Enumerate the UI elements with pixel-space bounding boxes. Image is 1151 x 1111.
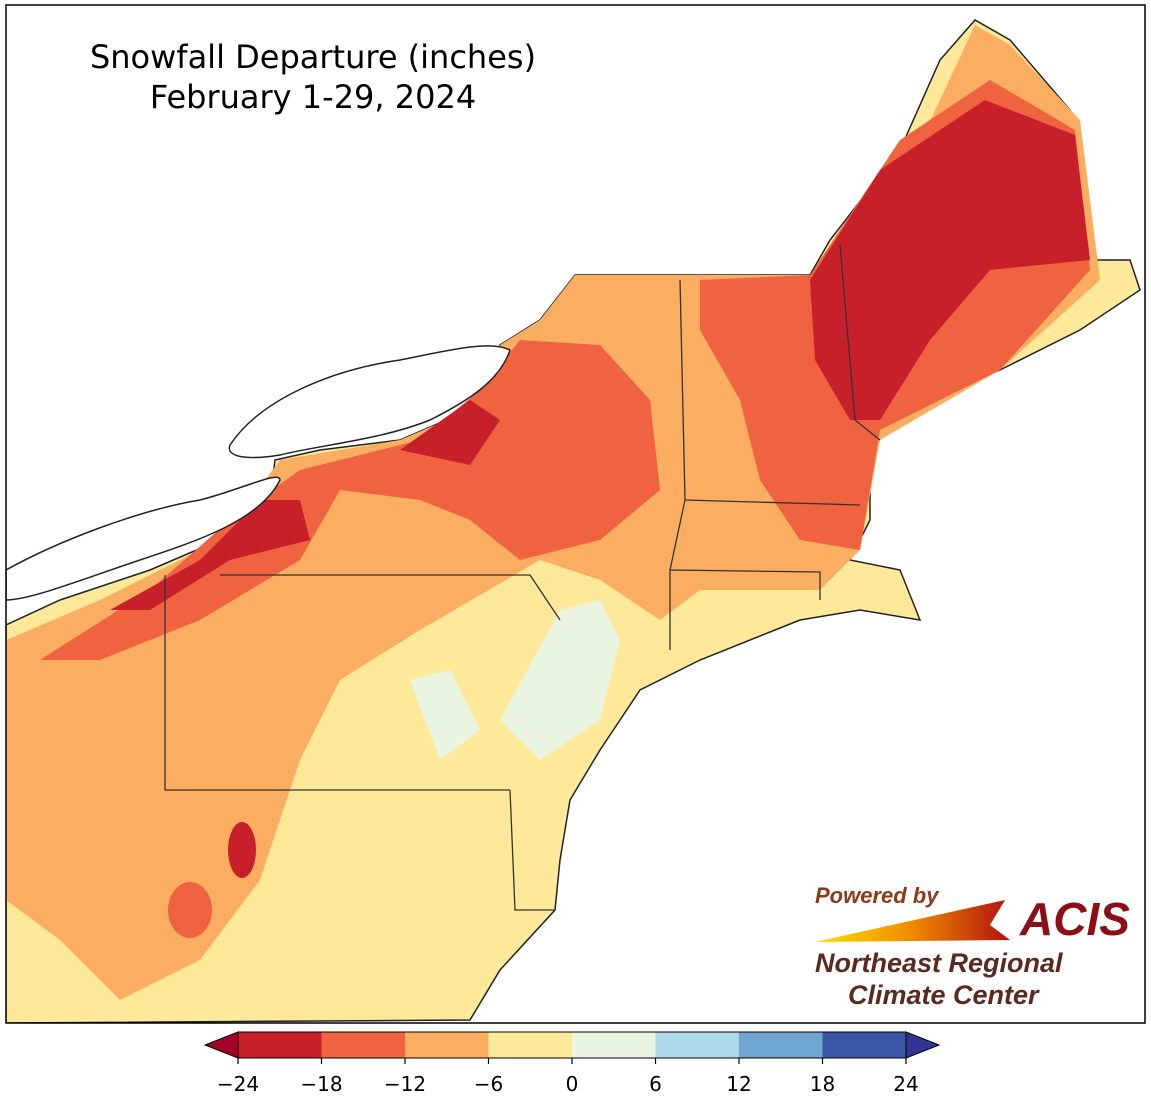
map-title: Snowfall Departure (inches)	[90, 38, 536, 76]
map-subtitle: February 1-29, 2024	[150, 78, 476, 116]
logo-acis: ACIS	[1019, 893, 1130, 945]
colorbar-tick-label: −12	[384, 1072, 426, 1096]
colorbar-bin	[321, 1032, 406, 1058]
logo-wedge	[815, 900, 1010, 942]
colorbar-extend-high	[905, 1031, 941, 1059]
zone-minus-18-to-minus-24	[228, 822, 256, 878]
zone-0-to-6	[410, 670, 480, 760]
colorbar-bin	[655, 1032, 740, 1058]
colorbar-tick-label: −24	[217, 1072, 259, 1096]
colorbar-tick-label: 6	[649, 1072, 662, 1096]
zone-minus-12-to-minus-18	[168, 882, 212, 938]
map-frame	[5, 4, 1146, 1024]
colorbar-tick-label: 0	[566, 1072, 579, 1096]
colorbar-bin	[488, 1032, 573, 1058]
colorbar-tick-label: −6	[474, 1072, 503, 1096]
map	[6, 5, 1145, 1023]
colorbar-tick-label: 12	[726, 1072, 751, 1096]
colorbar-bin	[822, 1032, 907, 1058]
zone-minus-18-to-minus-24	[110, 500, 310, 610]
zone-minus-18-to-minus-24	[400, 400, 500, 465]
logo-org-line1: Northeast Regional	[815, 948, 1063, 978]
colorbar-bin	[405, 1032, 489, 1058]
colorbar-tick-label: 24	[893, 1072, 918, 1096]
colorbar-extend-low	[203, 1031, 239, 1059]
zone-minus-18-to-minus-24	[810, 100, 1090, 420]
colorbar-bin	[238, 1032, 322, 1058]
colorbar-tick-label: −18	[300, 1072, 342, 1096]
colorbar-bin	[739, 1032, 823, 1058]
state-borders	[164, 244, 881, 911]
lakes	[6, 345, 511, 601]
zone-0-to-6	[500, 600, 620, 760]
logo: Powered by ACIS Northeast Regional Clima…	[815, 883, 1130, 1010]
colorbar-tick-label: 18	[810, 1072, 835, 1096]
logo-org-line2: Climate Center	[848, 980, 1040, 1010]
colorbar: −24 −18 −12 −6 0 6 12 18 24	[203, 1031, 941, 1096]
logo-powered-by: Powered by	[815, 883, 940, 908]
colorbar-bin	[572, 1032, 656, 1058]
